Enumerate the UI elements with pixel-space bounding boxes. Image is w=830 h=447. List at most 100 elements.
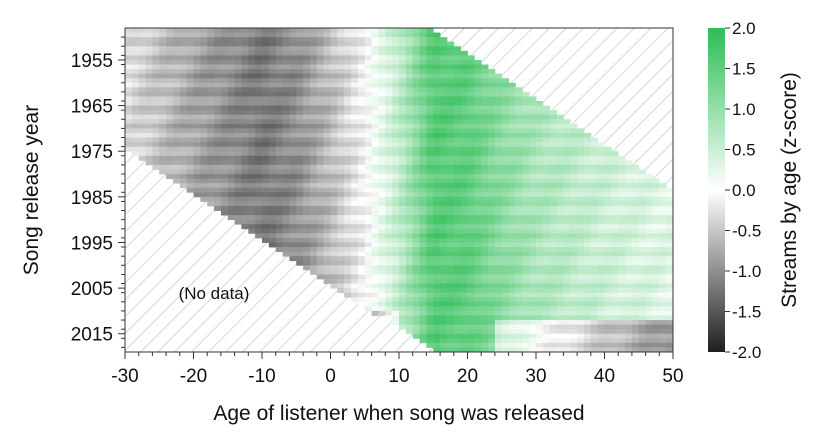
heatmap-cell [460, 329, 468, 335]
heatmap-cell [255, 169, 263, 175]
heatmap-cell [303, 101, 311, 106]
heatmap-cell [262, 224, 270, 230]
heatmap-cell [255, 201, 263, 207]
heatmap-cell [488, 320, 496, 326]
heatmap-cell [659, 192, 667, 198]
heatmap-cell [138, 28, 146, 33]
heatmap-cell [659, 228, 667, 234]
heatmap-cell [262, 205, 270, 211]
heatmap-cell [392, 174, 400, 179]
heatmap-cell [371, 55, 379, 61]
heatmap-cell [446, 219, 455, 225]
heatmap-cell [529, 164, 537, 170]
heatmap-cell [501, 237, 509, 243]
heatmap-cell [282, 64, 290, 70]
heatmap-cell [296, 183, 304, 189]
heatmap-cell [446, 347, 455, 352]
heatmap-cell [220, 41, 229, 47]
heatmap-cell [289, 192, 297, 198]
heatmap-cell [494, 82, 503, 88]
heatmap-cell [440, 192, 448, 198]
heatmap-cell [467, 205, 475, 211]
heatmap-cell [659, 297, 667, 303]
heatmap-cell [412, 55, 420, 61]
heatmap-cell [364, 306, 372, 312]
heatmap-cell [207, 69, 215, 75]
heatmap-cell [419, 288, 427, 294]
heatmap-cell [200, 101, 208, 106]
heatmap-cell [611, 338, 619, 344]
heatmap-cell [392, 310, 400, 316]
heatmap-cell [433, 37, 441, 43]
heatmap-cell [303, 228, 311, 234]
heatmap-cell [323, 164, 331, 170]
heatmap-cell [426, 55, 434, 61]
heatmap-cell [481, 247, 489, 252]
heatmap-cell [248, 155, 256, 161]
heatmap-cell [625, 160, 633, 166]
heatmap-cell [481, 73, 489, 79]
heatmap-cell [638, 242, 646, 248]
heatmap-cell [330, 105, 338, 111]
heatmap-cell [453, 132, 462, 138]
heatmap-cell [419, 82, 427, 88]
heatmap-cell [529, 329, 537, 335]
heatmap-cell [214, 142, 222, 148]
heatmap-cell [419, 242, 427, 248]
heatmap-cell [460, 169, 468, 175]
heatmap-cell [172, 160, 181, 166]
colorbar-title: Streams by age (z-score) [778, 72, 801, 308]
heatmap-cell [337, 155, 345, 161]
heatmap-cell [145, 41, 153, 47]
heatmap-cell [460, 274, 468, 280]
heatmap-cell [378, 105, 386, 111]
heatmap-cell [193, 178, 201, 184]
heatmap-cell [460, 283, 468, 289]
heatmap-cell [337, 78, 345, 84]
heatmap-cell [364, 151, 372, 157]
colorbar-tick-label: 0.5 [732, 141, 756, 160]
heatmap-cell [268, 215, 277, 221]
heatmap-cell [399, 187, 407, 193]
heatmap-cell [193, 82, 201, 88]
heatmap-cell [536, 114, 544, 120]
heatmap-cell [515, 297, 523, 303]
heatmap-cell [570, 183, 578, 189]
heatmap-cell [611, 315, 619, 321]
heatmap-cell [166, 78, 174, 84]
heatmap-cell [364, 142, 372, 148]
heatmap-cell [433, 237, 441, 243]
heatmap-cell [186, 164, 194, 170]
heatmap-cell [159, 160, 167, 166]
heatmap-cell [357, 96, 366, 102]
heatmap-cell [357, 205, 366, 211]
heatmap-cell [275, 137, 283, 143]
heatmap-cell [351, 137, 359, 143]
heatmap-cell [488, 274, 496, 280]
heatmap-cell [419, 310, 427, 316]
heatmap-cell [494, 160, 503, 166]
heatmap-cell [399, 274, 407, 280]
heatmap-cell [440, 265, 448, 271]
heatmap-cell [597, 324, 605, 330]
heatmap-cell [446, 174, 455, 179]
heatmap-cell [549, 123, 557, 129]
heatmap-cell [638, 333, 646, 339]
heatmap-cell [536, 283, 544, 289]
heatmap-cell [323, 205, 331, 211]
heatmap-cell [385, 119, 393, 125]
heatmap-cell [385, 251, 393, 257]
heatmap-cell [474, 210, 482, 216]
heatmap-cell [515, 237, 523, 243]
heatmap-cell [262, 215, 270, 221]
heatmap-cell [563, 164, 571, 170]
heatmap-cell [570, 251, 578, 257]
heatmap-cell [426, 278, 434, 284]
heatmap-cell [138, 91, 146, 97]
heatmap-cell [453, 50, 462, 56]
heatmap-cell [248, 82, 256, 88]
heatmap-cell [268, 178, 277, 184]
heatmap-cell [583, 242, 592, 248]
heatmap-cell [330, 128, 338, 134]
heatmap-cell [337, 110, 345, 116]
